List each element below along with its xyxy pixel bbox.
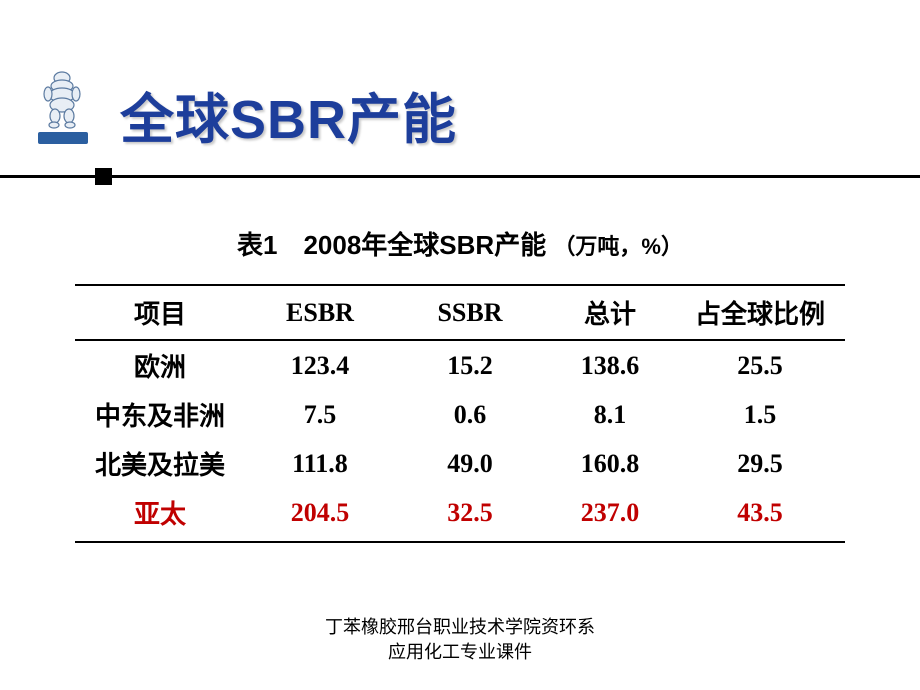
table-cell: 204.5 — [245, 488, 395, 542]
slide-title: 全球SBR产能 — [120, 75, 457, 154]
caption-units: （万吨，%） — [553, 234, 683, 259]
rule-square-marker — [95, 168, 112, 185]
slide-footer: 丁苯橡胶邢台职业技术学院资环系 应用化工专业课件 — [0, 615, 920, 665]
table-cell: 29.5 — [675, 439, 845, 488]
table-cell: 欧洲 — [75, 340, 245, 390]
table-cell: 111.8 — [245, 439, 395, 488]
table-cell: 8.1 — [545, 390, 675, 439]
table-header-row: 项目 ESBR SSBR 总计 占全球比例 — [75, 285, 845, 340]
table-cell: 0.6 — [395, 390, 545, 439]
table-cell: 中东及非洲 — [75, 390, 245, 439]
col-header: ESBR — [245, 285, 395, 340]
table-cell: 237.0 — [545, 488, 675, 542]
michelin-man-icon — [40, 70, 85, 130]
table-cell: 亚太 — [75, 488, 245, 542]
footer-line1: 丁苯橡胶邢台职业技术学院资环系 — [0, 615, 920, 640]
table-cell: 138.6 — [545, 340, 675, 390]
col-header: 总计 — [545, 285, 675, 340]
table-row: 欧洲 123.4 15.2 138.6 25.5 — [75, 340, 845, 390]
table-cell: 1.5 — [675, 390, 845, 439]
footer-line2: 应用化工专业课件 — [0, 640, 920, 665]
table-cell: 25.5 — [675, 340, 845, 390]
michelin-logo — [35, 70, 90, 155]
col-header: 占全球比例 — [675, 285, 845, 340]
table-cell: 49.0 — [395, 439, 545, 488]
table-cell: 32.5 — [395, 488, 545, 542]
col-header: 项目 — [75, 285, 245, 340]
table-row: 北美及拉美 111.8 49.0 160.8 29.5 — [75, 439, 845, 488]
table-row: 中东及非洲 7.5 0.6 8.1 1.5 — [75, 390, 845, 439]
table-cell: 北美及拉美 — [75, 439, 245, 488]
table-cell: 7.5 — [245, 390, 395, 439]
table-cell: 15.2 — [395, 340, 545, 390]
col-header: SSBR — [395, 285, 545, 340]
table-cell: 160.8 — [545, 439, 675, 488]
table-cell: 43.5 — [675, 488, 845, 542]
logo-label — [38, 132, 88, 144]
table-row-highlighted: 亚太 204.5 32.5 237.0 43.5 — [75, 488, 845, 542]
horizontal-rule — [0, 175, 920, 178]
table-caption: 表1 2008年全球SBR产能 （万吨，%） — [0, 225, 920, 262]
sbr-capacity-table: 项目 ESBR SSBR 总计 占全球比例 欧洲 123.4 15.2 138.… — [75, 284, 845, 543]
table-cell: 123.4 — [245, 340, 395, 390]
caption-main: 表1 2008年全球SBR产能 — [237, 230, 553, 260]
